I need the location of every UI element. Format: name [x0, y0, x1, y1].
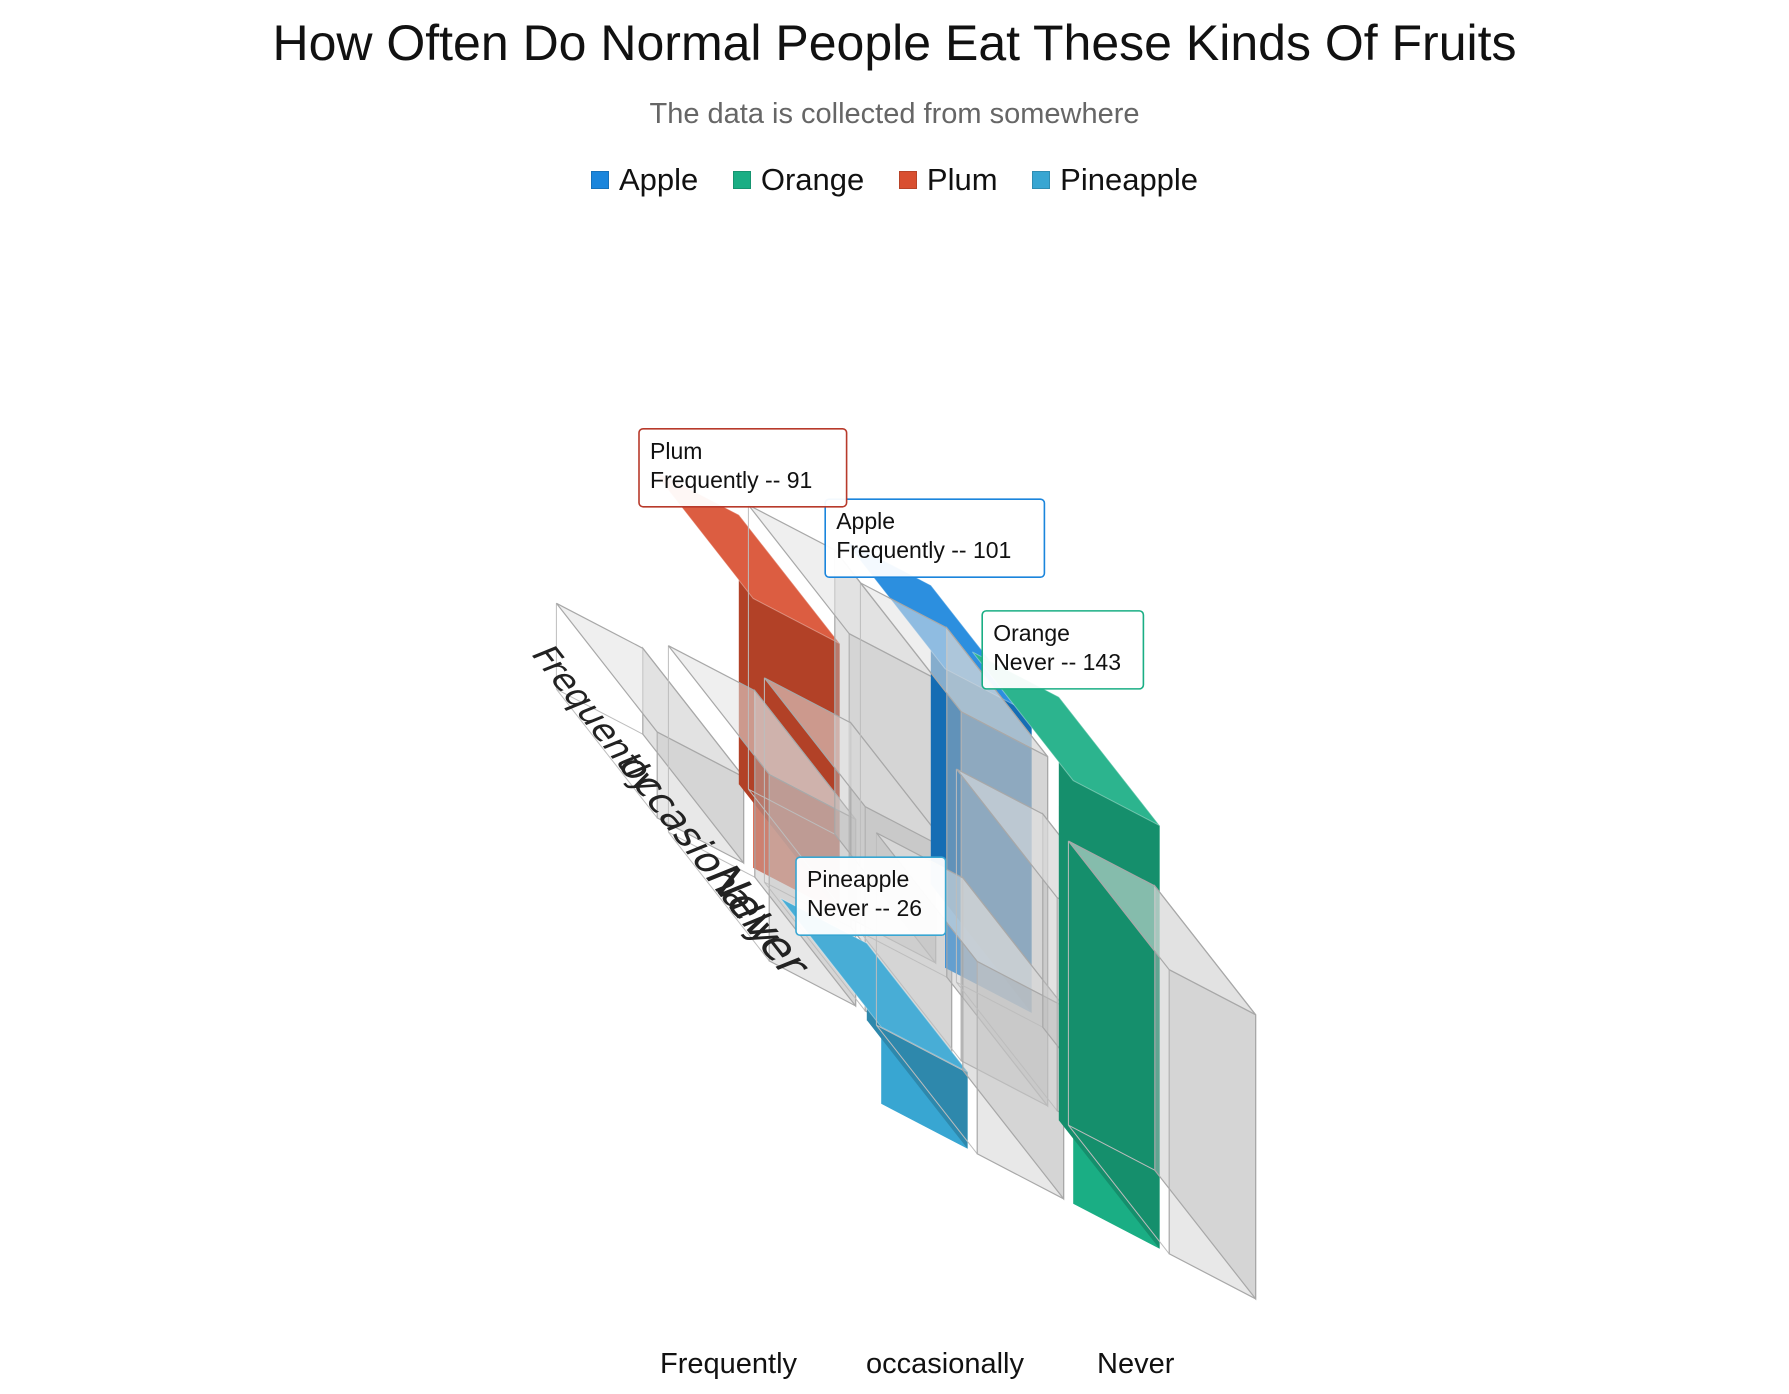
bar-edge-hidden — [668, 831, 770, 962]
legend-swatch-orange — [732, 171, 751, 189]
bar-edge-hidden — [876, 1024, 978, 1155]
tooltip-series-name: Plum — [650, 438, 702, 464]
bar-edge-hidden — [748, 788, 836, 835]
bar-edge-hidden — [668, 831, 756, 878]
tooltip-value-text: Frequently -- 101 — [836, 537, 1011, 563]
bar-edge-hidden — [956, 981, 1058, 1112]
bar-edge-hidden — [860, 931, 962, 1062]
tooltip-series-name: Pineapple — [807, 866, 909, 892]
tooltip-box — [638, 427, 848, 508]
tooltip-box — [981, 610, 1145, 690]
legend-swatch-apple — [590, 171, 609, 189]
bar-edge-hidden — [1068, 1124, 1156, 1171]
tooltips: Apple Frequently -- 101 Orange Never -- 143… — [638, 427, 1145, 936]
bars-group — [555, 469, 1257, 1301]
legend: Apple Orange Plum Pineapple — [0, 162, 1789, 198]
bar-face-top — [667, 645, 857, 820]
tooltip-series-name: Orange — [993, 620, 1070, 646]
bar-face-top — [859, 582, 1049, 758]
bar-edge-hidden — [764, 881, 866, 1012]
legend-label-pineapple: Pineapple — [1060, 162, 1199, 197]
bar-edge-hidden — [556, 688, 658, 819]
chart-title: How Often Do Normal People Eat These Kin… — [272, 15, 1517, 71]
tooltip-pineapple: Pineapple Never -- 26 — [795, 856, 947, 936]
bar-face-top — [555, 602, 745, 778]
tooltip-value-text: Never -- 26 — [807, 895, 922, 921]
tooltip-value-text: Never -- 143 — [993, 649, 1121, 675]
tooltip-box — [824, 498, 1046, 578]
tooltip-plum: Plum Frequently -- 91 — [638, 427, 848, 508]
tooltip-series-name: Apple — [836, 508, 895, 534]
legend-label-apple: Apple — [618, 162, 699, 197]
bar-apple-never[interactable] — [1067, 840, 1257, 1301]
tooltip-value-text: Frequently -- 91 — [650, 467, 812, 493]
bar-edge-hidden — [556, 688, 644, 735]
legend-item-orange[interactable]: Orange — [732, 162, 865, 198]
bottom-label-frequently[interactable]: Frequently — [660, 1348, 798, 1380]
bar-face-top — [1067, 840, 1257, 1016]
legend-swatch-plum — [898, 171, 917, 189]
bar-face-top — [763, 677, 953, 853]
bar-edge-hidden — [876, 1024, 964, 1071]
bar-face-right — [1058, 696, 1160, 1249]
legend-swatch-pineapple — [1032, 171, 1051, 189]
bottom-label-never[interactable]: Never — [1097, 1348, 1175, 1380]
chart-subtitle: The data is collected from somewhere — [649, 98, 1140, 130]
legend-item-pineapple[interactable]: Pineapple — [1032, 162, 1198, 198]
legend-item-apple[interactable]: Apple — [590, 162, 699, 198]
bottom-label-occasionally[interactable]: occasionally — [866, 1348, 1024, 1380]
tooltip-orange: Orange Never -- 143 — [981, 610, 1145, 690]
bar-edge-hidden — [860, 931, 948, 978]
legend-label-orange: Orange — [760, 162, 865, 197]
bar-edge-hidden — [956, 981, 1044, 1028]
legend-item-plum[interactable]: Plum — [898, 162, 998, 198]
legend-label-plum: Plum — [926, 162, 998, 197]
bottom-category-labels: Frequently occasionally Never — [0, 1348, 1789, 1388]
tooltip-box — [795, 856, 947, 936]
bar-edge-hidden — [1068, 1124, 1170, 1255]
tooltip-apple: Apple Frequently -- 101 — [824, 498, 1046, 578]
